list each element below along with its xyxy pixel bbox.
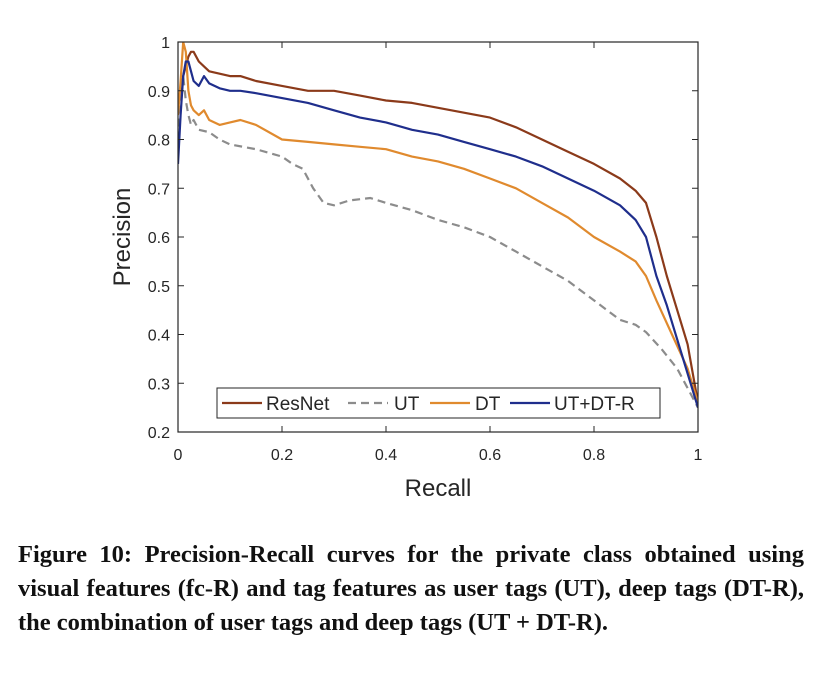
x-tick-label: 0.8 — [583, 447, 605, 464]
x-tick-label: 0.4 — [375, 447, 397, 464]
legend-label-ut: UT — [394, 394, 420, 415]
y-tick-label: 0.7 — [148, 181, 170, 198]
pr-curve-chart: 0 0.2 0.4 0.6 0.8 10.20.30.40.50.60.70.80.91 … — [109, 35, 703, 502]
series-line-resnet — [178, 50, 698, 403]
x-tick-label: 1 — [694, 447, 703, 464]
series-line-ut-dt-r — [178, 60, 698, 408]
y-tick-label: 0.4 — [148, 328, 170, 345]
x-tick-label: 0 — [174, 447, 183, 464]
legend: ResNet UT DT UT+DT-R — [216, 387, 661, 419]
legend-label-ut-dt-r: UT+DT-R — [554, 394, 635, 415]
x-axis-title: Recall — [405, 475, 472, 502]
y-axis-title: Precision — [109, 188, 136, 287]
caption-text: Precision-Recall curves for the private … — [18, 541, 804, 636]
series-line-ut — [178, 74, 698, 409]
legend-label-dt: DT — [475, 394, 501, 415]
series-layer — [178, 42, 698, 409]
x-tick-label: 0.6 — [479, 447, 501, 464]
y-tick-label: 0.8 — [148, 133, 170, 150]
ticks-layer: 0 0.2 0.4 0.6 0.8 10.20.30.40.50.60.70.80.91 — [148, 35, 703, 464]
legend-label-resnet: ResNet — [266, 394, 330, 415]
x-tick-label: 0.2 — [271, 447, 293, 464]
y-tick-label: 0.5 — [148, 279, 170, 296]
y-tick-label: 0.2 — [148, 425, 170, 442]
plot-area — [178, 42, 698, 432]
series-line-dt — [178, 42, 698, 404]
figure-caption: Figure 10: Precision-Recall curves for t… — [18, 538, 804, 640]
y-tick-label: 0.9 — [148, 84, 170, 101]
y-tick-label: 0.3 — [148, 376, 170, 393]
y-tick-label: 0.6 — [148, 230, 170, 247]
y-tick-label: 1 — [161, 35, 170, 52]
caption-label: Figure 10: — [18, 541, 133, 568]
